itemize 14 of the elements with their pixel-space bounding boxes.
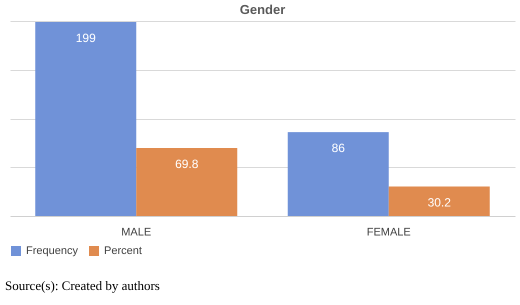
bar <box>288 132 389 216</box>
legend-label: Frequency <box>26 245 78 257</box>
x-tick-label: FEMALE <box>366 226 411 238</box>
data-label: 199 <box>76 30 96 45</box>
chart-title: Gender <box>240 2 286 17</box>
x-tick-label: MALE <box>121 226 152 238</box>
bar <box>388 186 490 216</box>
data-label: 86 <box>332 141 346 156</box>
data-label: 30.2 <box>428 196 452 210</box>
legend-label: Percent <box>104 245 142 257</box>
source-note: Source(s): Created by authors <box>5 278 160 293</box>
bar <box>35 22 136 216</box>
bar <box>136 148 238 216</box>
data-label: 69.8 <box>175 156 199 171</box>
